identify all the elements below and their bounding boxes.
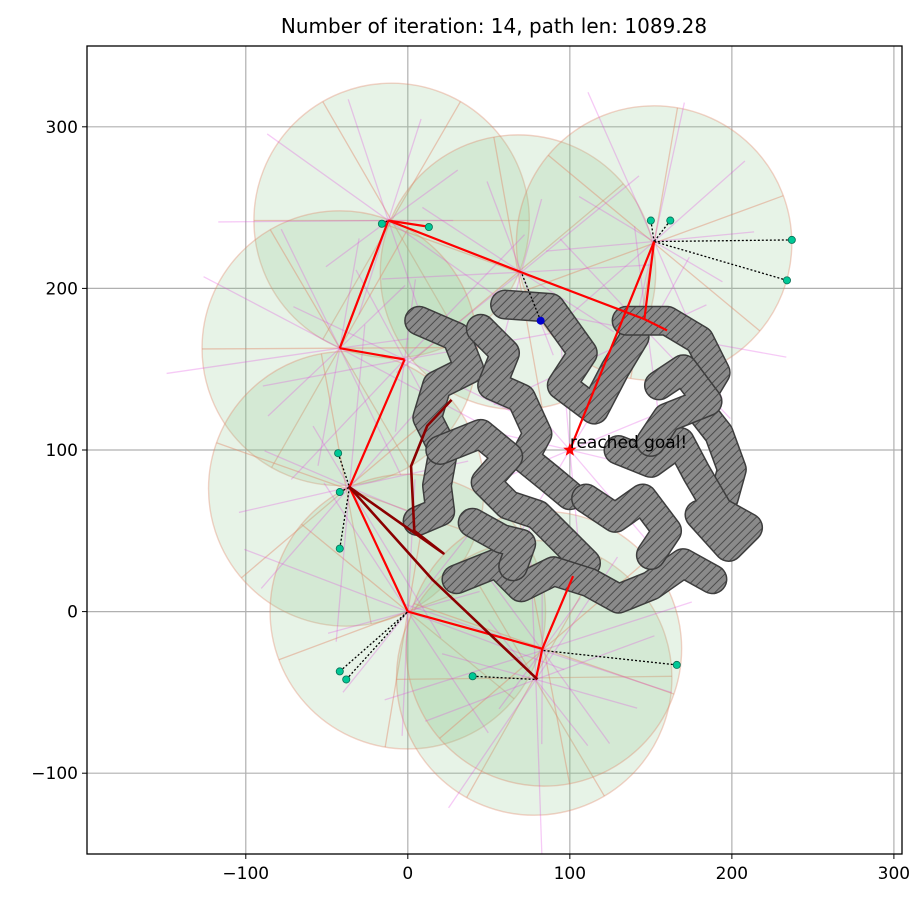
x-tick-label: 200	[716, 864, 748, 884]
visibility-ray	[202, 348, 340, 349]
sample-point	[378, 220, 385, 227]
chart-title: Number of iteration: 14, path len: 1089.…	[281, 14, 707, 38]
sample-point	[425, 223, 432, 230]
sample-point	[647, 217, 654, 224]
goal-group: reached goal!	[563, 433, 687, 456]
x-tick-label: 300	[878, 864, 910, 884]
sample-point	[336, 488, 343, 495]
sample-point	[788, 236, 795, 243]
fan-line	[542, 650, 543, 744]
sample-point	[336, 668, 343, 675]
sample-point	[783, 277, 790, 284]
y-tick-label: 0	[67, 603, 78, 623]
y-tick-label: −100	[31, 764, 78, 784]
y-tick-label: 300	[46, 118, 78, 138]
sample-point	[469, 673, 476, 680]
y-tick-label: 200	[46, 279, 78, 299]
sample-point	[336, 545, 343, 552]
x-tick-label: 100	[554, 864, 586, 884]
sample-point	[667, 217, 674, 224]
query-point	[537, 317, 545, 325]
x-tick-label: 0	[402, 864, 413, 884]
goal-annotation: reached goal!	[570, 433, 687, 453]
sample-point	[343, 676, 350, 683]
x-tick-label: −100	[222, 864, 269, 884]
sample-point	[335, 450, 342, 457]
sample-point	[673, 661, 680, 668]
y-tick-label: 100	[46, 441, 78, 461]
